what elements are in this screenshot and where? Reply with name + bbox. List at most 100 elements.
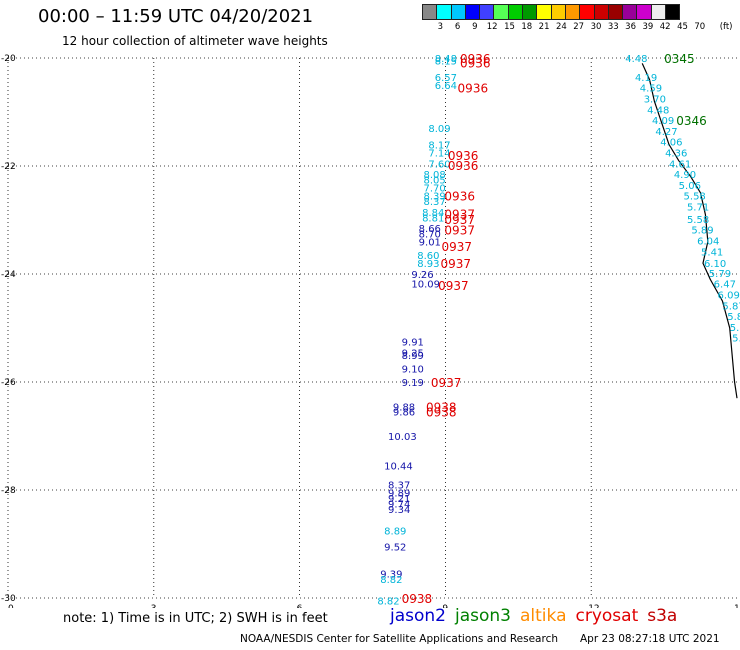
wave-height-label: 6.64 [435,81,457,92]
wave-height-label: 8.08 [424,170,446,181]
wave-height-label: 9.39 [380,570,402,581]
wave-height-label: 7.60 [428,159,450,170]
legend-swatch [650,4,667,20]
wave-height-label: 4.90 [674,170,696,181]
satellite-cryosat: cryosat [575,606,639,626]
wave-height-label: 8.66 [419,224,441,235]
wave-height-label: 8.17 [428,140,450,151]
wave-height-label: 6.10 [704,259,726,270]
wave-height-label: 8.99 [402,351,424,362]
pass-time-label: 0936 [458,82,489,96]
satellite-s3a: s3a [647,606,678,626]
wave-height-label: 4.36 [665,149,687,160]
pass-time-label: 0936 [448,149,479,163]
wave-height-label: 9.74 [388,500,410,511]
x-tick-label: 6 [297,604,303,608]
wave-height-label: 5.88 [727,312,740,323]
wave-height-label: 7.14 [428,149,450,160]
wave-height-label: 8.60 [417,251,439,262]
legend-label: 30 [590,22,602,32]
wave-height-label: 9.91 [402,338,424,349]
wave-height-label: 4.19 [635,73,657,84]
wave-height-label: 6.04 [697,237,719,248]
wave-height-label: 8.93 [417,259,439,270]
wave-height-label: 8.05 [424,176,446,187]
legend-swatch [564,4,581,20]
wave-height-label: 8.15 [435,57,457,68]
wave-height-label: 8.09 [428,124,450,135]
wave-height-label: 6.47 [714,280,736,291]
wave-height-label: 9.34 [388,505,410,516]
pass-time-label: 0345 [664,52,695,66]
wave-height-label: 9.88 [393,402,415,413]
wave-height-label: 10.03 [388,432,417,443]
wave-height-label: 5.79 [709,269,731,280]
legend-swatch [550,4,566,20]
wave-height-label: 5.71 [687,203,709,214]
legend-label: 6 [454,22,461,32]
legend-unit: (ft) [719,22,733,32]
generated-timestamp: Apr 23 08:27:18 UTC 2021 [580,633,720,645]
legend-label: 39 [642,22,654,32]
pass-time-label: 0938 [426,400,457,414]
legend-swatch [579,4,595,20]
coastline [641,63,738,399]
legend-label: 33 [607,22,619,32]
wave-height-label: 9.89 [388,489,410,500]
wave-height-label: 8.37 [424,197,446,208]
pass-time-label: 0937 [438,279,469,293]
legend-label: 70 [694,22,706,32]
wave-height-label: 6.09 [718,291,740,302]
pass-time-label: 0936 [460,56,491,70]
wave-height-label: 3.70 [644,95,666,106]
wave-height-label: 9.86 [393,408,415,419]
satellite-jason2: jason2 [390,606,446,626]
wave-height-label: 5.41 [701,247,723,258]
legend-label: 27 [573,22,585,32]
legend-label: 15 [504,22,515,32]
legend-swatch [665,4,681,20]
y-tick-label: -30 [1,594,16,604]
wave-height-label: 5.88 [732,334,740,345]
satellite-jason3: jason3 [455,606,511,626]
legend-swatch [636,4,652,20]
legend-swatch [436,4,452,20]
legend-label: 24 [555,22,567,32]
wave-height-label: 8.82 [380,575,402,586]
wave-height-label: 4.48 [647,105,669,116]
legend-label: 3 [437,22,444,32]
pass-time-label: 0937 [444,213,475,227]
satellite-altika: altika [520,606,567,626]
wave-height-label: 5.89 [730,323,740,334]
y-tick-label: -28 [1,486,16,496]
legend-label: 45 [677,22,688,32]
y-tick-label: -26 [1,378,16,388]
wave-height-label: 4.61 [669,159,691,170]
pass-time-label: 0938 [426,406,457,420]
x-tick-label: 12 [588,604,599,608]
y-tick-label: -24 [1,270,16,280]
footer-note: note: 1) Time is in UTC; 2) SWH is in fe… [63,611,328,626]
wave-height-label: 8.81 [422,213,444,224]
legend-swatch [507,4,524,20]
wave-height-label: 4.48 [625,54,647,65]
wave-height-label: 9.26 [411,270,433,281]
x-tick-label: 0 [8,604,14,608]
pass-time-label: 0936 [448,159,479,173]
legend-swatch [522,4,538,20]
wave-height-label: 5.58 [687,215,709,226]
legend-swatch [422,4,438,20]
legend-label: 42 [659,22,671,32]
legend-swatch [622,4,638,20]
y-tick-label: -20 [1,54,16,64]
legend-swatch [450,4,466,20]
legend-swatch [593,4,609,20]
wave-height-label: 4.59 [640,84,662,95]
wave-height-map: 03691215-20-22-24-26-28-308.488.156.576.… [1,52,740,608]
legend-label: 9 [472,22,478,32]
pass-time-label: 0346 [676,114,707,128]
legend-color-bar [422,4,732,20]
wave-height-label: 5.89 [691,226,713,237]
legend-label: 21 [538,22,550,32]
legend-label: 36 [625,22,637,32]
